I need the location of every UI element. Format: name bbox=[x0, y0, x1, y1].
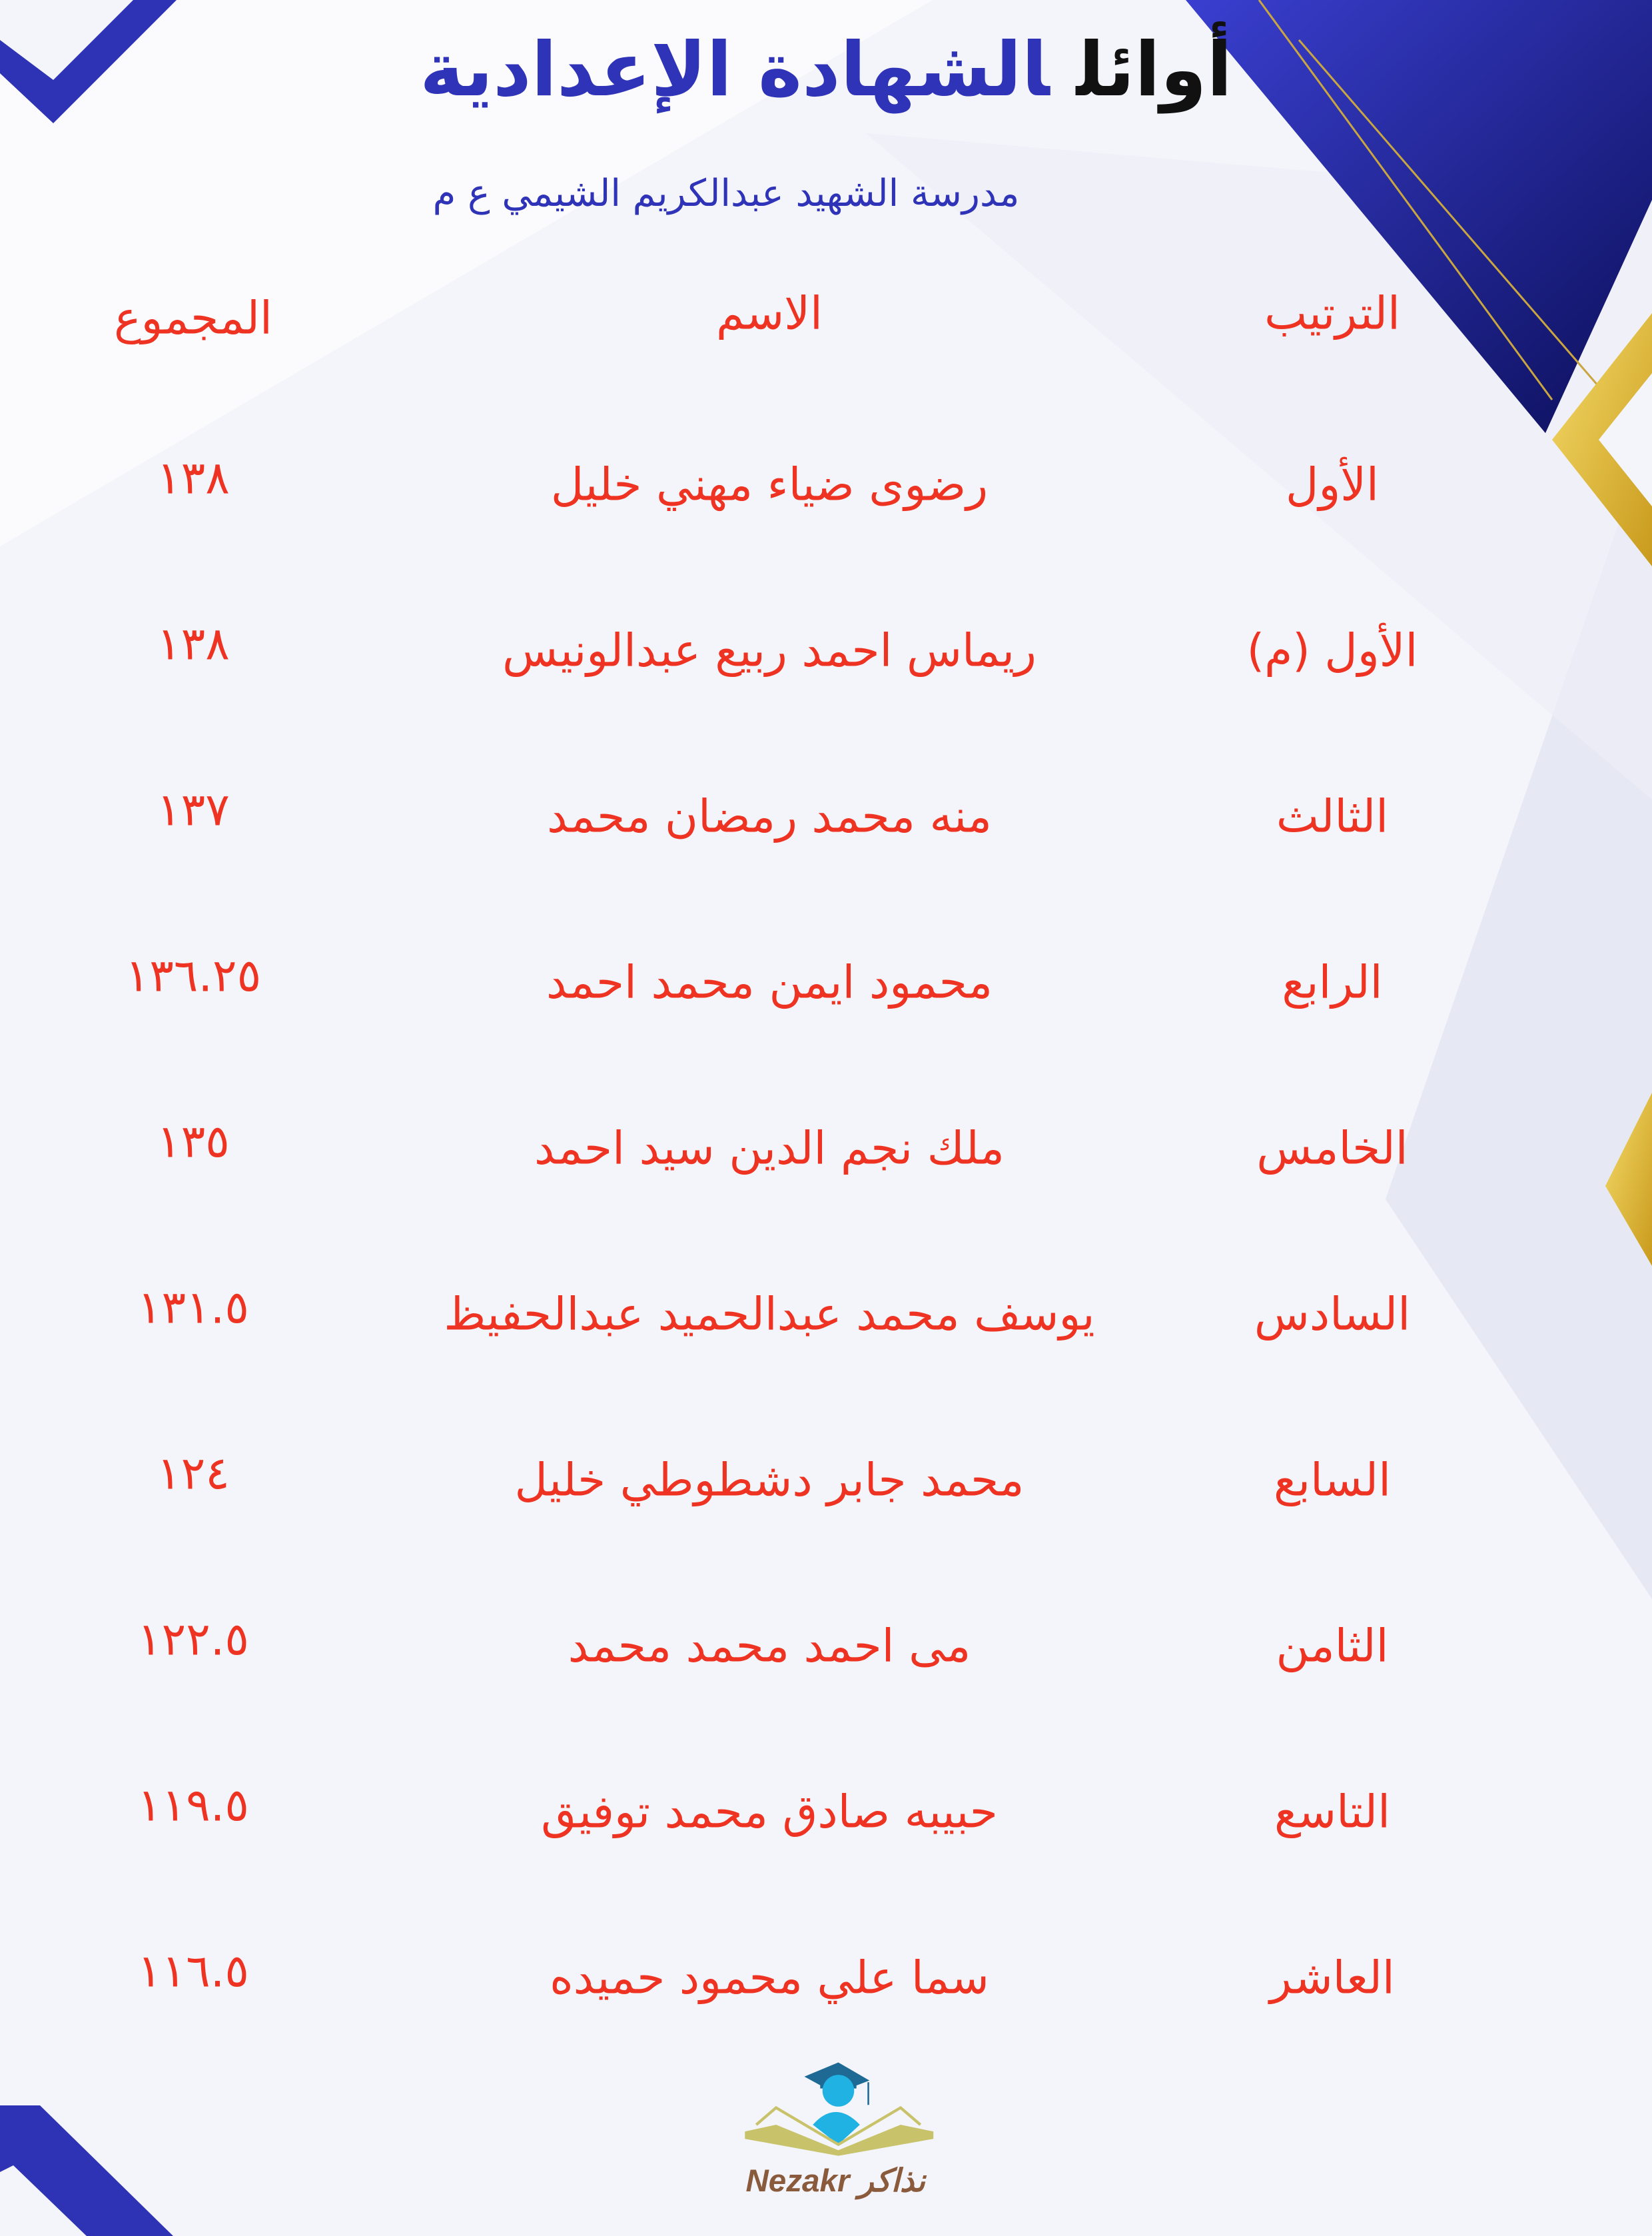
header-rank: الترتيب bbox=[1264, 287, 1400, 340]
row-rank: التاسع bbox=[1274, 1786, 1391, 1839]
logo-text: Nezakr نذاكر bbox=[745, 2163, 927, 2200]
row-rank: الخامس bbox=[1256, 1122, 1408, 1175]
title-part-1: أوائل bbox=[1076, 27, 1232, 113]
row-rank: الأول bbox=[1286, 458, 1379, 512]
row-total: ١٣٦.٢٥ bbox=[125, 949, 262, 1003]
row-rank: السابع bbox=[1273, 1454, 1392, 1507]
row-name: محمود ايمن محمد احمد bbox=[546, 956, 993, 1009]
row-total: ١٢٢.٥ bbox=[137, 1613, 249, 1666]
row-rank: العاشر bbox=[1270, 1952, 1395, 2005]
row-name: حبيبه صادق محمد توفيق bbox=[541, 1786, 998, 1839]
row-name: رضوى ضياء مهني خليل bbox=[550, 458, 989, 512]
row-name: يوسف محمد عبدالحميد عبدالحفيظ bbox=[444, 1288, 1095, 1341]
row-total: ١١٦.٥ bbox=[137, 1945, 249, 1998]
row-rank: الرابع bbox=[1282, 956, 1383, 1009]
row-name: محمد جابر دشطوطي خليل bbox=[514, 1454, 1025, 1507]
header-total: المجموع bbox=[114, 292, 272, 345]
row-name: ريماس احمد ربيع عبدالونيس bbox=[502, 624, 1036, 678]
row-rank: السادس bbox=[1254, 1288, 1411, 1341]
row-name: مى احمد محمد محمد bbox=[568, 1620, 971, 1673]
row-total: ١٣١.٥ bbox=[137, 1281, 249, 1335]
row-name: سما علي محمود حميده bbox=[550, 1952, 989, 2005]
school-name: مدرسة الشهيد عبدالكريم الشيمي ع م bbox=[432, 172, 1020, 215]
row-total: ١١٩.٥ bbox=[137, 1779, 249, 1832]
row-rank: الثالث bbox=[1276, 790, 1389, 843]
page-title: أوائل الشهادة الإعدادية bbox=[0, 27, 1652, 113]
row-total: ١٣٥ bbox=[157, 1115, 230, 1169]
row-rank: الثامن bbox=[1276, 1620, 1389, 1673]
row-name: منه محمد رمضان محمد bbox=[547, 790, 992, 843]
title-part-2: الشهادة الإعدادية bbox=[420, 27, 1050, 113]
row-total: ١٣٨ bbox=[157, 618, 230, 671]
row-total: ١٣٨ bbox=[157, 452, 230, 505]
header-name: الاسم bbox=[716, 287, 823, 340]
row-total: ١٣٧ bbox=[157, 784, 230, 837]
nezakr-logo: Nezakr نذاكر bbox=[745, 2062, 934, 2200]
row-name: ملك نجم الدين سيد احمد bbox=[534, 1122, 1005, 1175]
row-total: ١٢٤ bbox=[157, 1447, 230, 1500]
row-rank: الأول (م) bbox=[1246, 624, 1418, 678]
